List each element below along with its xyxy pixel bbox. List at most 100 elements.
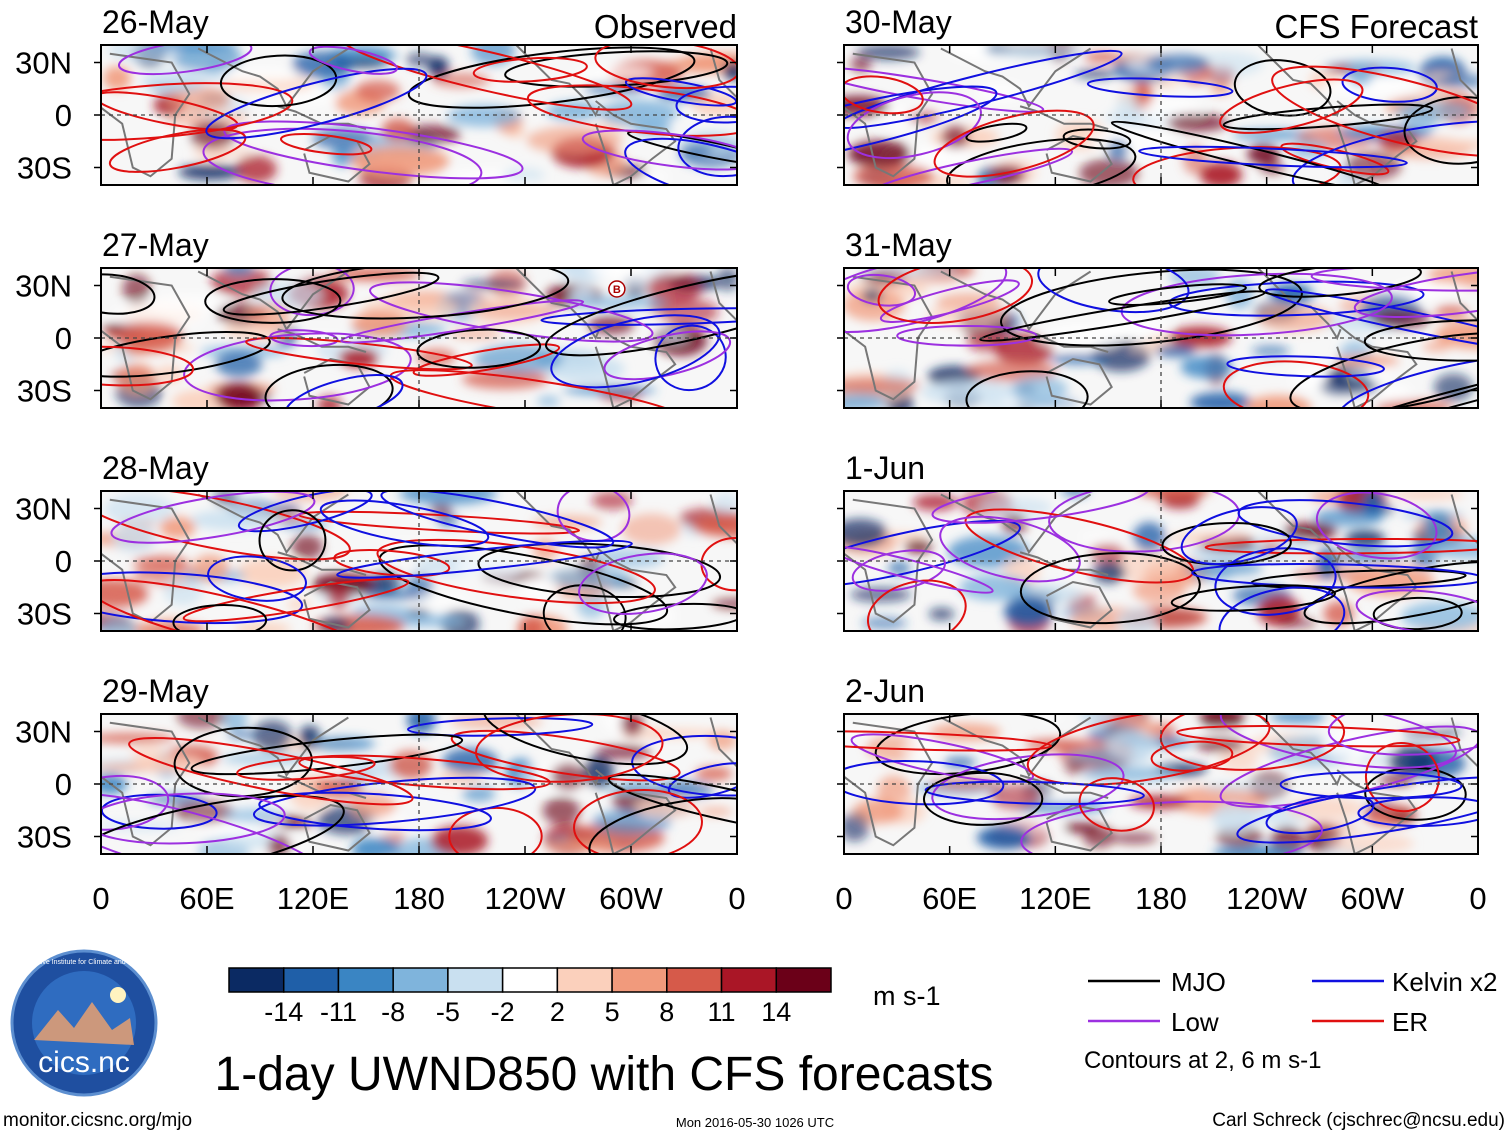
anomaly-blob — [1079, 158, 1139, 185]
continent-outline — [1450, 717, 1478, 768]
footer-url: monitor.cicsnc.org/mjo — [3, 1110, 192, 1131]
cics-logo: Cooperative Institute for Climate and Sa… — [10, 949, 158, 1097]
wave-contour — [1176, 725, 1461, 748]
wave-contour — [877, 268, 1034, 324]
anomaly-blob — [214, 382, 263, 408]
wave-contour — [844, 268, 1008, 333]
wave-contour — [922, 771, 1044, 826]
anomaly-blob — [976, 826, 1032, 850]
x-tick-label: 0 — [728, 881, 745, 916]
anomaly-blob — [1251, 345, 1291, 357]
anomaly-blob — [1167, 113, 1228, 132]
continent-outline — [277, 328, 367, 353]
anomaly-blob — [1139, 491, 1211, 499]
wave-contour — [1108, 283, 1247, 306]
anomaly-blob — [159, 516, 196, 539]
wave-contour — [284, 374, 404, 408]
anomaly-blob — [1199, 161, 1243, 185]
anomaly-blob — [852, 799, 904, 824]
anomaly-blob — [350, 792, 397, 818]
anomaly-blob — [1304, 823, 1360, 832]
anomaly-blob — [1092, 561, 1126, 584]
anomaly-blob — [572, 65, 654, 80]
wave-contour — [581, 129, 737, 171]
panel-right-2: 31-May — [837, 227, 1479, 409]
wave-contour — [380, 491, 615, 549]
anomaly-blobs — [844, 714, 1466, 854]
continent-outline — [844, 721, 934, 847]
wave-contour — [1355, 589, 1478, 631]
wave-contour — [101, 345, 195, 387]
y-tick-label: 30S — [17, 820, 72, 855]
anomaly-blob — [947, 535, 1029, 568]
anomaly-blob — [862, 288, 883, 303]
colorbar: -14 -11 -8 -5 -2 2 5 8 11 14 — [228, 967, 832, 1027]
anomaly-blob — [518, 575, 560, 601]
wave-contour — [844, 75, 924, 115]
wave-contour — [846, 91, 982, 160]
wave-contours — [844, 714, 1478, 854]
colorbar-box — [556, 967, 613, 993]
continent-outline — [101, 498, 191, 624]
anomaly-blob — [1040, 714, 1063, 721]
wave-contour — [1313, 360, 1478, 408]
wave-contour — [264, 363, 394, 408]
y-tick-label: 30N — [15, 492, 72, 527]
colorbar-box — [337, 967, 394, 993]
anomaly-blob — [1132, 522, 1166, 553]
anomaly-blob — [215, 351, 263, 378]
anomaly-blob — [1379, 773, 1415, 787]
wave-contour — [338, 45, 633, 111]
wave-contour — [924, 780, 1145, 805]
x-tick-label: 120E — [1019, 881, 1091, 916]
wave-contour — [204, 278, 342, 324]
wave-contour — [1291, 120, 1478, 185]
anomaly-blob — [173, 800, 234, 824]
wave-contour — [101, 792, 331, 854]
wave-contour — [477, 542, 722, 598]
colorbar-box — [775, 967, 832, 993]
wave-contour — [448, 806, 543, 854]
anomaly-blob — [389, 750, 433, 780]
wave-contour — [183, 332, 412, 402]
wave-contour — [101, 273, 156, 315]
wave-contour — [1236, 776, 1478, 844]
wave-contour — [1353, 268, 1478, 318]
y-tick-label: 30N — [15, 269, 72, 304]
anomaly-blob — [595, 744, 651, 760]
anomaly-blob — [399, 491, 497, 506]
y-tick-label: 30S — [17, 151, 72, 186]
wave-contour — [101, 331, 271, 378]
wave-contour — [236, 755, 376, 781]
wave-contour — [128, 737, 414, 806]
continent-outline — [1045, 134, 1113, 183]
wave-contour — [117, 45, 253, 76]
wave-contours — [101, 714, 737, 854]
wave-contour — [965, 122, 1028, 143]
wave-contour — [946, 138, 1137, 185]
wave-contour — [308, 45, 398, 75]
x-tick-label: 180 — [1135, 881, 1187, 916]
anomaly-blob — [928, 607, 955, 621]
panel-right-1: 30-May — [837, 4, 1479, 186]
anomaly-field — [844, 714, 1466, 854]
anomaly-blob — [101, 616, 138, 631]
anomaly-blob — [1408, 714, 1446, 727]
anomaly-blob — [1003, 595, 1054, 627]
wave-contour — [237, 491, 373, 533]
anomaly-blob — [355, 80, 401, 102]
anomaly-blob — [850, 587, 912, 603]
continent-outline — [1257, 714, 1342, 787]
anomaly-blob — [405, 52, 435, 67]
anomaly-blob — [351, 837, 399, 854]
wave-contour — [866, 579, 967, 631]
anomaly-blob — [1319, 77, 1415, 96]
x-tick-label: 0 — [92, 881, 109, 916]
wave-contour — [542, 584, 627, 631]
continent-outline — [1336, 323, 1418, 408]
wave-contour — [245, 336, 473, 371]
anomaly-blob — [929, 723, 1002, 742]
anomaly-blob — [1079, 531, 1114, 542]
logo-sun — [110, 987, 126, 1003]
wave-contour — [1363, 319, 1478, 362]
